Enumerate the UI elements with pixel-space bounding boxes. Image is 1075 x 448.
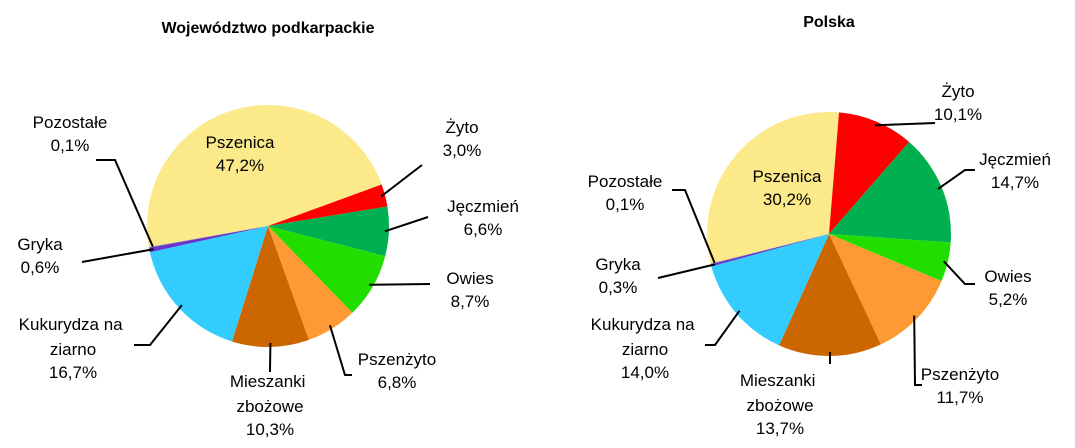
pie-slice: [829, 142, 951, 243]
pie-slice: [710, 234, 829, 267]
leader-line: [96, 159, 154, 248]
value-label: 14,0%: [621, 363, 669, 382]
category-label: Gryka: [17, 235, 63, 254]
value-label: 3,0%: [443, 141, 482, 160]
chart-title: Polska: [803, 14, 855, 31]
category-label: Pozostałe: [588, 172, 663, 191]
value-label: 8,7%: [451, 292, 490, 311]
leader-line: [328, 324, 352, 376]
value-label: 47,2%: [216, 156, 264, 175]
value-label: 10,1%: [934, 105, 982, 124]
category-label: Pozostałe: [33, 113, 108, 132]
value-label: 5,2%: [989, 290, 1028, 309]
value-label: 6,6%: [464, 220, 503, 239]
category-label: Żyto: [445, 118, 478, 137]
value-label: 0,1%: [51, 136, 90, 155]
value-label: 14,7%: [991, 173, 1039, 192]
pie-slice: [829, 112, 910, 234]
category-label: Pszenżyto: [358, 350, 436, 369]
pie-slice: [148, 226, 268, 248]
pie-slice: [149, 226, 268, 342]
category-label: Owies: [446, 269, 493, 288]
leader-line: [384, 216, 429, 233]
pie-slice: [268, 226, 386, 313]
category-label: Mieszanki zbożowe: [740, 371, 820, 415]
value-label: 0,3%: [599, 278, 638, 297]
leader-line: [657, 263, 716, 279]
value-label: 10,3%: [246, 420, 294, 439]
leader-line: [913, 315, 922, 386]
value-label: 0,6%: [21, 258, 60, 277]
pie-slice: [231, 226, 309, 347]
chart-title: Województwo podkarpackie: [161, 20, 374, 37]
leader-line: [705, 310, 741, 346]
pie-slice: [148, 226, 268, 253]
category-label: Pszenżyto: [921, 365, 999, 384]
category-label: Jęczmień: [447, 197, 519, 216]
leader-line: [380, 164, 423, 198]
category-label: Żyto: [941, 82, 974, 101]
pie-slice: [707, 111, 840, 264]
pie-slice: [711, 234, 829, 346]
pie-slice: [779, 234, 881, 356]
category-label: Jęczmień: [979, 150, 1051, 169]
leader-line: [81, 248, 154, 263]
category-label: Gryka: [595, 255, 641, 274]
category-label: Owies: [984, 267, 1031, 286]
value-label: 6,8%: [378, 373, 417, 392]
leader-line: [943, 260, 975, 285]
leader-line: [672, 189, 716, 264]
leader-line: [874, 122, 936, 127]
value-label: 11,7%: [937, 388, 984, 407]
category-label: Mieszanki zbożowe: [230, 372, 310, 416]
category-label: Kukurydza na ziarno: [19, 315, 128, 359]
leader-line: [937, 169, 975, 190]
category-label: Kukurydza na ziarno: [591, 315, 700, 359]
category-label: Pszenica: [206, 133, 276, 152]
pie-slice: [268, 206, 390, 257]
value-label: 30,2%: [763, 190, 811, 209]
category-label: Pszenica: [753, 167, 823, 186]
pie-slice: [710, 234, 829, 265]
value-label: 16,7%: [49, 363, 97, 382]
pie-slice: [268, 226, 353, 340]
leader-line: [369, 283, 431, 286]
leader-line: [134, 304, 183, 346]
pie-slice: [829, 234, 951, 282]
value-label: 13,7%: [756, 419, 804, 438]
pie-slice: [268, 184, 388, 226]
pie-slice: [147, 105, 382, 248]
value-label: 0,1%: [606, 195, 645, 214]
